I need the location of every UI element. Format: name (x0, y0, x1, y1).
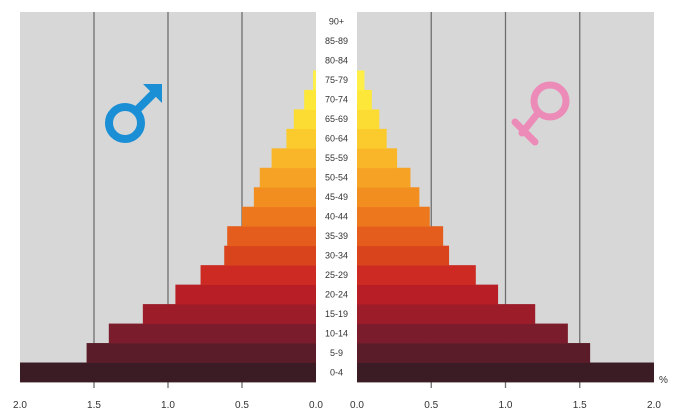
age-group-label: 35-39 (325, 231, 348, 241)
female-x-tick-label: 0.0 (350, 400, 364, 411)
age-group-label: 85-89 (325, 36, 348, 46)
male-bar (201, 265, 316, 285)
age-group-label: 65-69 (325, 114, 348, 124)
male-bar (242, 207, 316, 227)
male-bar (175, 285, 316, 305)
age-group-labels: 0-4 5-9 10-14 15-19 20-24 25-29 30-34 35-39 40-4… (325, 17, 348, 378)
female-bar (357, 109, 379, 129)
female-bar (357, 246, 449, 266)
male-bar (109, 324, 316, 344)
female-x-tick-label: 1.0 (499, 400, 513, 411)
male-x-tick-label: 1.0 (161, 400, 175, 411)
x-axis-tick-labels: 2.0 1.5 1.0 0.5 0.0 0.0 0.5 1.0 1.5 2.0 (13, 400, 661, 411)
age-group-label: 30-34 (325, 250, 348, 260)
age-group-label: 70-74 (325, 95, 348, 105)
male-bar (227, 226, 316, 246)
female-x-tick-label: 1.5 (573, 400, 587, 411)
female-bar (357, 129, 387, 149)
age-group-label: 55-59 (325, 153, 348, 163)
female-bar (357, 168, 410, 188)
age-group-label: 15-19 (325, 309, 348, 319)
male-bar (313, 70, 316, 90)
age-group-label: 25-29 (325, 270, 348, 280)
female-bar (357, 324, 568, 344)
male-bar (87, 343, 316, 363)
male-bar (254, 187, 316, 207)
age-group-label: 90+ (329, 17, 344, 27)
age-group-label: 80-84 (325, 56, 348, 66)
age-group-label: 20-24 (325, 289, 348, 299)
male-bar (260, 168, 316, 188)
male-bar (286, 129, 316, 149)
female-bar (357, 285, 498, 305)
male-x-tick-label: 0.0 (309, 400, 323, 411)
female-bar (357, 207, 430, 227)
male-x-tick-label: 1.5 (87, 400, 101, 411)
female-bar (357, 265, 476, 285)
female-bar (357, 343, 590, 363)
unit-label: % (659, 375, 668, 386)
female-bar (357, 90, 372, 110)
age-group-label: 60-64 (325, 134, 348, 144)
female-bar (357, 187, 419, 207)
male-bar (304, 90, 316, 110)
age-group-label: 5-9 (330, 348, 343, 358)
age-group-label: 0-4 (330, 367, 343, 377)
male-bar (20, 363, 316, 383)
female-x-tick-label: 2.0 (647, 400, 661, 411)
age-group-label: 45-49 (325, 192, 348, 202)
female-bar (357, 70, 364, 90)
female-bar (357, 226, 443, 246)
female-x-tick-label: 0.5 (424, 400, 438, 411)
male-bar (294, 109, 316, 129)
age-group-label: 10-14 (325, 328, 348, 338)
male-bar (272, 148, 316, 168)
age-group-label: 50-54 (325, 173, 348, 183)
female-bar (357, 148, 397, 168)
male-x-tick-label: 0.5 (235, 400, 249, 411)
age-group-label: 75-79 (325, 75, 348, 85)
male-x-tick-label: 2.0 (13, 400, 27, 411)
age-group-label: 40-44 (325, 211, 348, 221)
female-bar (357, 363, 654, 383)
male-bar (224, 246, 316, 266)
female-bar (357, 304, 535, 324)
male-bar (143, 304, 316, 324)
